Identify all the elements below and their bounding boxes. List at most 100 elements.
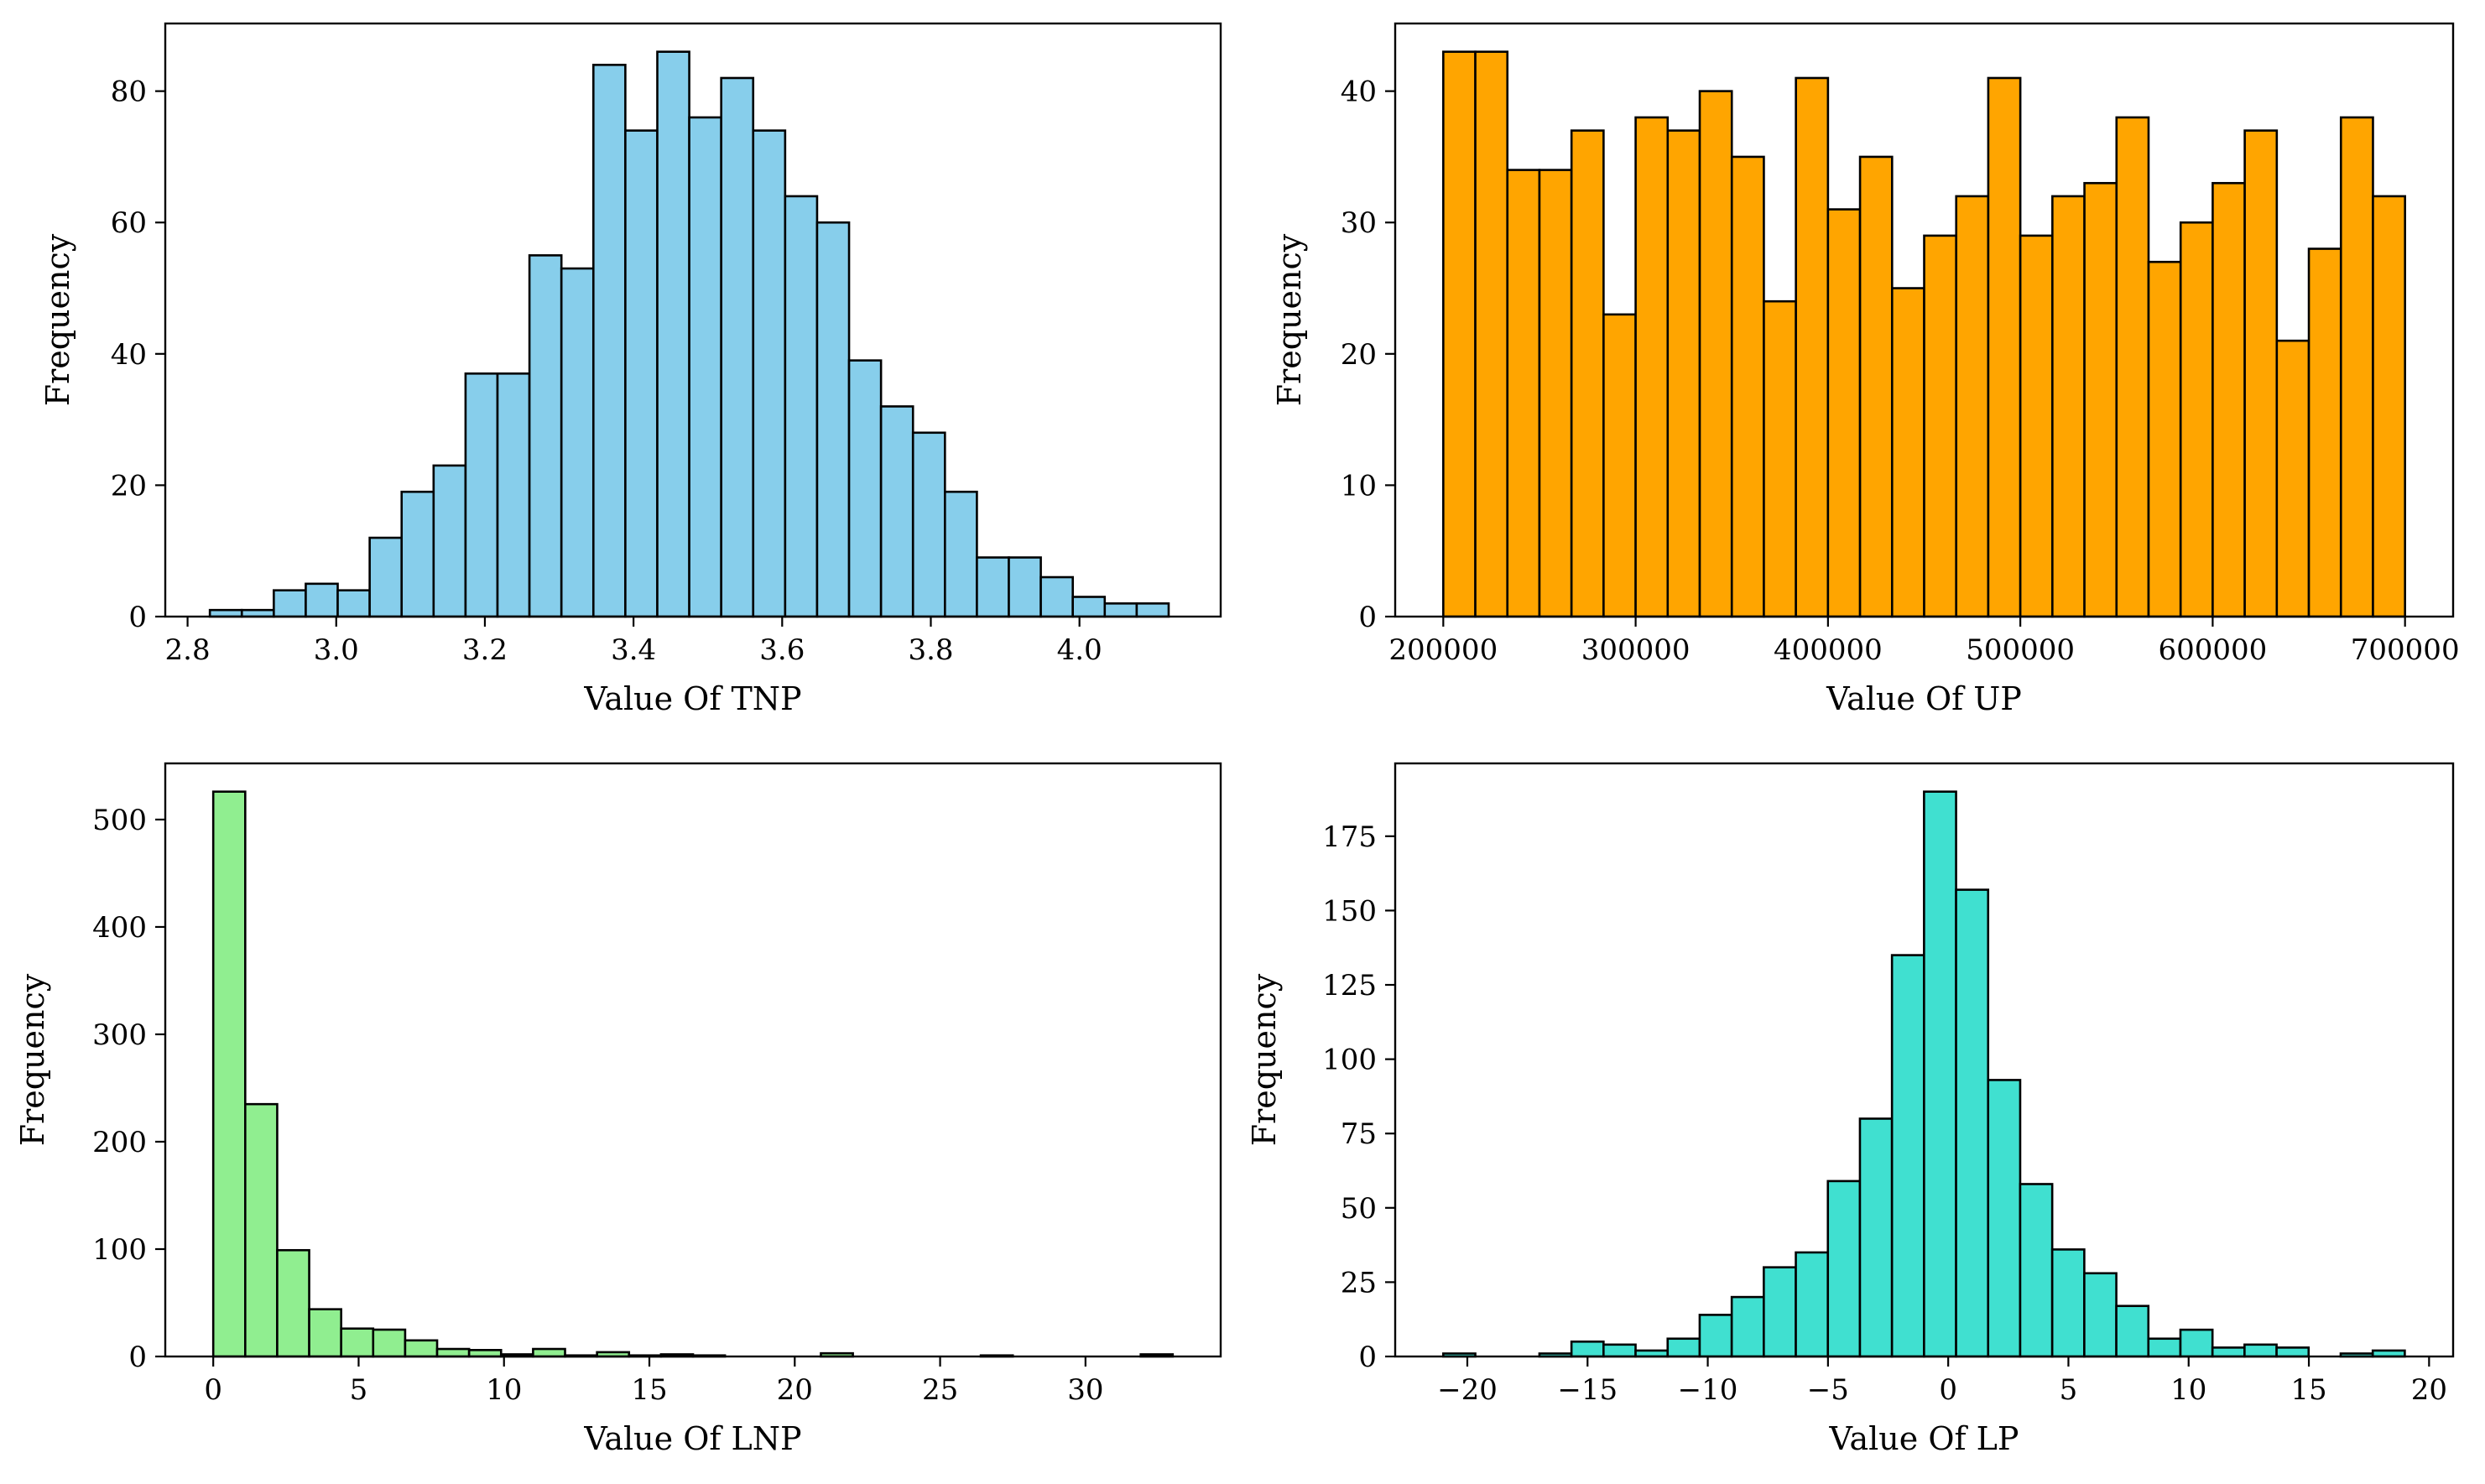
tnp-x-tick-label: 2.8: [165, 633, 211, 667]
lnp-axes-frame: [164, 762, 1222, 1358]
up-bar: [2019, 234, 2054, 618]
up-y-tick-label: 20: [1341, 338, 1377, 372]
up-y-ticks: 0 10 20 30 40: [1341, 76, 1395, 634]
lnp-y-axis-label: Frequency: [14, 973, 51, 1146]
tnp-axes-frame: [164, 22, 1222, 618]
lnp-bar: [308, 1308, 342, 1358]
up-bars: [1442, 50, 2406, 618]
lnp-bar: [340, 1327, 375, 1358]
tnp-x-tick-label: 4.0: [1057, 633, 1102, 667]
lp-x-tick-label: 10: [2170, 1373, 2206, 1407]
lnp-y-tick-label: 100: [92, 1233, 147, 1267]
lp-x-axis-label: Value Of LP: [1829, 1420, 2019, 1457]
tnp-bar: [879, 405, 914, 618]
lp-x-ticks: −20 −15 −10 −5 0 5 10 15 20: [1437, 1356, 2447, 1407]
tnp-bar: [1103, 602, 1138, 618]
lnp-bars: [211, 790, 1175, 1358]
lnp-bar: [276, 1248, 310, 1358]
lp-x-tick-label: −15: [1557, 1373, 1618, 1407]
lnp-y-tick-label: 300: [92, 1018, 147, 1052]
lp-x-tick-label: 20: [2411, 1373, 2447, 1407]
tnp-bar: [528, 254, 563, 618]
lnp-y-tick-label: 0: [128, 1341, 147, 1374]
tnp-bar: [305, 582, 339, 618]
up-bar: [2339, 116, 2374, 618]
tnp-bar: [656, 50, 690, 618]
tnp-y-ticks: 0 20 40 60 80: [111, 76, 165, 634]
lp-bars: [1442, 790, 2406, 1358]
lp-bar: [2083, 1272, 2118, 1358]
tnp-bar: [688, 116, 722, 618]
up-bar: [1826, 208, 1862, 618]
lp-y-tick-label: 175: [1322, 820, 1377, 854]
lp-bar: [2275, 1346, 2310, 1358]
lp-x-tick-label: 15: [2290, 1373, 2326, 1407]
lp-bar: [1795, 1251, 1830, 1358]
tnp-bar: [560, 267, 595, 618]
up-bar: [1570, 129, 1605, 618]
up-y-tick-label: 10: [1341, 469, 1377, 502]
tnp-bar: [1071, 596, 1107, 618]
up-bar: [1795, 76, 1830, 618]
lnp-x-tick-label: 15: [631, 1373, 667, 1407]
tnp-bar: [752, 129, 787, 618]
tnp-bar: [336, 589, 371, 618]
lnp-x-tick-label: 5: [350, 1373, 368, 1407]
lp-bar: [1698, 1314, 1733, 1358]
lp-bar: [1826, 1179, 1862, 1358]
lp-bar: [2147, 1337, 2182, 1358]
lp-y-tick-label: 150: [1322, 894, 1377, 928]
tnp-y-tick-label: 80: [111, 76, 147, 109]
tnp-bar: [1039, 575, 1074, 618]
lp-bar: [1763, 1266, 1797, 1358]
lnp-bar: [532, 1347, 566, 1358]
lnp-y-tick-label: 500: [92, 804, 147, 837]
lnp-bar: [211, 790, 247, 1358]
up-bar: [2179, 221, 2214, 618]
lnp-bar: [243, 1102, 279, 1358]
lp-bar: [2211, 1346, 2246, 1358]
lnp-bar: [372, 1328, 407, 1358]
tnp-y-axis-label: Frequency: [39, 233, 76, 406]
lp-bar: [2179, 1328, 2214, 1358]
tnp-bar: [368, 536, 404, 618]
tnp-y-tick-label: 60: [111, 206, 147, 240]
lp-bar: [1730, 1295, 1765, 1358]
lp-bar: [1955, 888, 1990, 1358]
up-x-tick-label: 700000: [2351, 633, 2460, 667]
tnp-x-axis-label: Value Of TNP: [583, 680, 801, 717]
up-x-tick-label: 200000: [1388, 633, 1498, 667]
up-y-tick-label: 40: [1341, 76, 1377, 109]
tnp-bar: [784, 195, 819, 618]
up-bar: [2243, 129, 2279, 618]
lp-bar: [1890, 954, 1925, 1358]
lp-y-tick-label: 100: [1322, 1044, 1377, 1077]
tnp-bar: [847, 359, 883, 618]
up-bar: [1506, 169, 1541, 618]
lnp-x-tick-label: 30: [1067, 1373, 1103, 1407]
up-bar: [2051, 195, 2086, 618]
up-x-ticks: 200000 300000 400000 500000 600000 700000: [1388, 617, 2460, 667]
tnp-bar: [624, 129, 659, 618]
lp-y-tick-label: 75: [1341, 1117, 1377, 1151]
tnp-bar: [496, 372, 531, 618]
lp-y-axis-label: Frequency: [1246, 973, 1283, 1146]
lp-bar: [1602, 1343, 1637, 1358]
up-bar: [2372, 195, 2406, 618]
up-bar: [2211, 181, 2246, 618]
lp-bar: [2243, 1343, 2278, 1358]
up-bar: [1442, 50, 1477, 618]
tnp-y-tick-label: 20: [111, 469, 147, 502]
up-bar: [1666, 129, 1701, 618]
lnp-y-ticks: 0 100 200 300 400 500: [92, 804, 165, 1374]
up-bar: [1890, 287, 1925, 618]
lp-bar: [1570, 1340, 1605, 1358]
up-bar: [2147, 260, 2182, 618]
up-bar: [1987, 76, 2022, 618]
up-x-tick-label: 600000: [2159, 633, 2268, 667]
tnp-bar: [432, 464, 467, 618]
tnp-bar: [720, 76, 755, 618]
up-bar: [1730, 155, 1765, 618]
lnp-x-tick-label: 25: [922, 1373, 958, 1407]
